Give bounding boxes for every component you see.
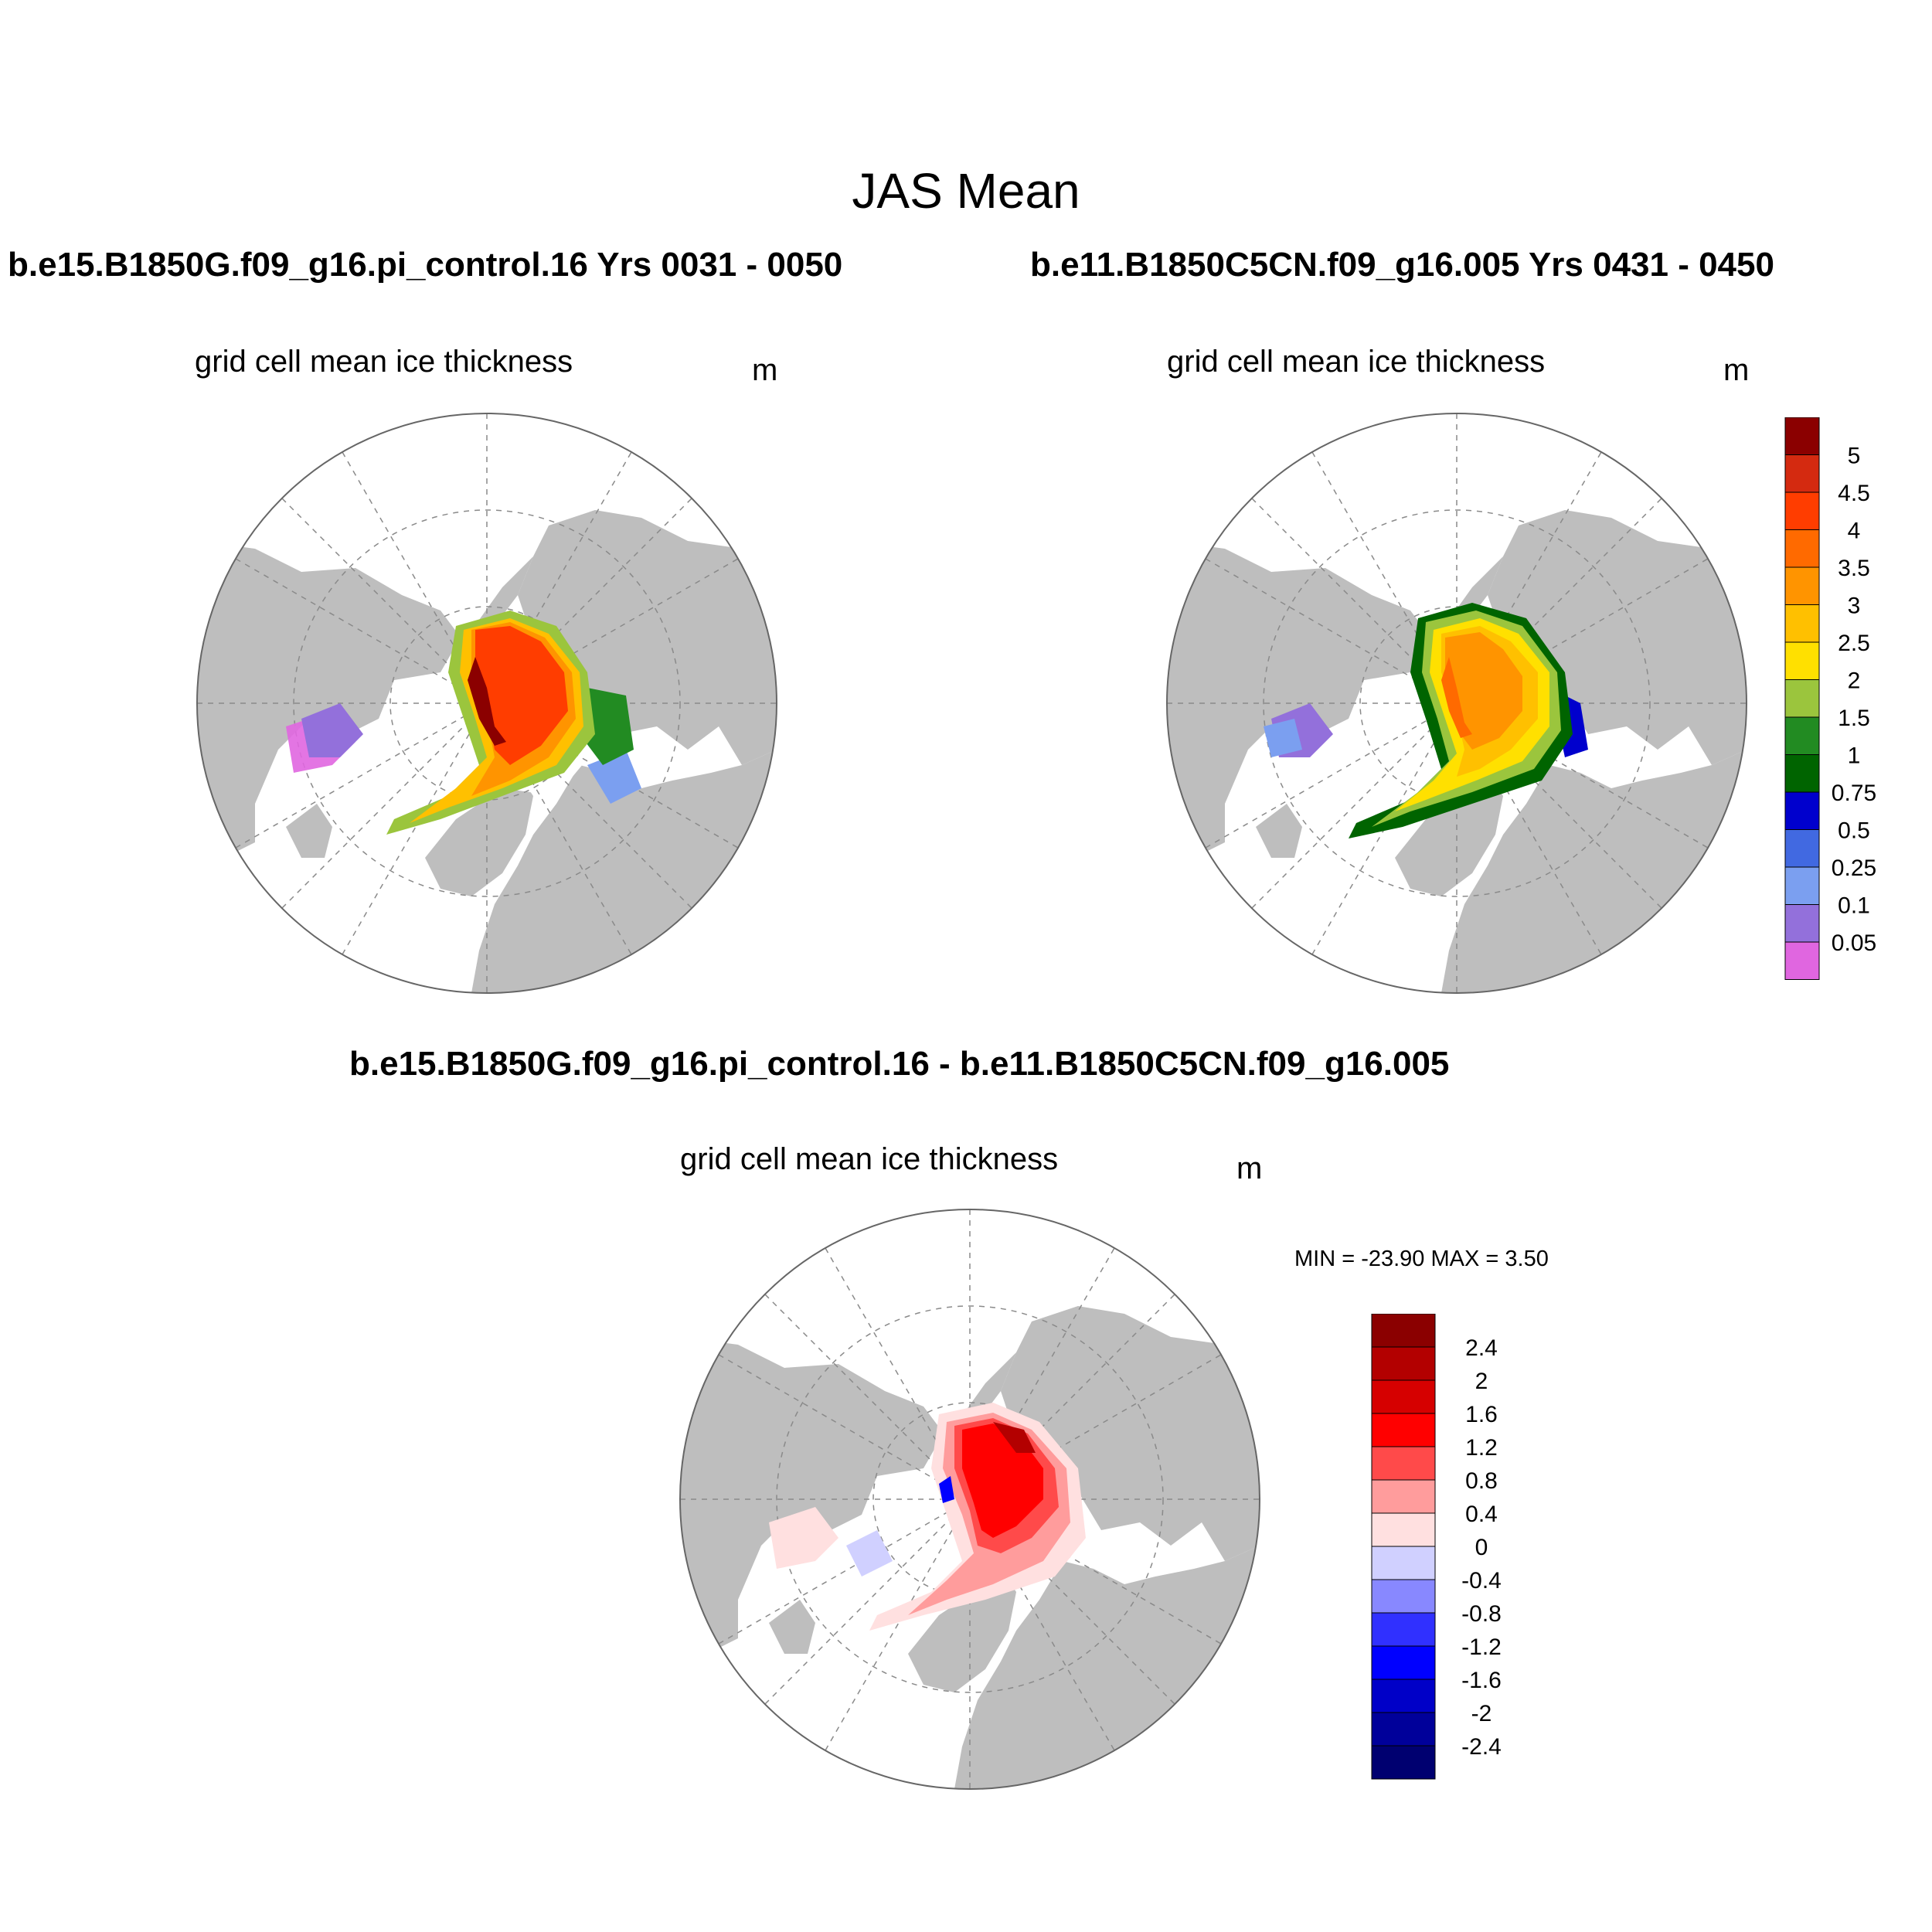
difference-colorbar-box xyxy=(1371,1612,1436,1647)
difference-colorbar-box xyxy=(1371,1645,1436,1680)
thickness-colorbar: 5 4.5 4 3.5 3 2.5 2 1.5 1 0.75 0.5 0.25 0.1 0.05 xyxy=(1784,417,1876,980)
difference-colorbar-label: -0.8 xyxy=(1461,1601,1502,1627)
thickness-colorbar-box xyxy=(1784,829,1820,868)
thickness-colorbar-boxes xyxy=(1784,417,1820,980)
panel3-units: m xyxy=(1236,1151,1263,1185)
difference-colorbar-label: -1.6 xyxy=(1461,1668,1502,1693)
panel1-units: m xyxy=(752,353,778,387)
panel3-variable-title: grid cell mean ice thickness xyxy=(680,1142,1059,1176)
panel2-ice-field xyxy=(1264,603,1588,838)
figure-title: JAS Mean xyxy=(852,163,1080,219)
thickness-colorbar-label: 0.05 xyxy=(1832,930,1876,956)
panel3-case-title: b.e15.B1850G.f09_g16.pi_control.16 - b.e… xyxy=(349,1045,1450,1083)
thickness-colorbar-label: 1.5 xyxy=(1838,706,1870,731)
difference-colorbar-box xyxy=(1371,1413,1436,1447)
thickness-colorbar-box xyxy=(1784,716,1820,755)
difference-colorbar-box xyxy=(1371,1346,1436,1381)
panel3-minmax: MIN = -23.90 MAX = 3.50 xyxy=(1294,1247,1549,1271)
thickness-colorbar-box xyxy=(1784,604,1820,643)
thickness-colorbar-box xyxy=(1784,454,1820,493)
thickness-colorbar-box xyxy=(1784,904,1820,943)
thickness-colorbar-label: 4 xyxy=(1848,519,1861,544)
difference-colorbar-label: 1.2 xyxy=(1465,1435,1498,1461)
thickness-colorbar-box xyxy=(1784,641,1820,680)
difference-colorbar-box xyxy=(1371,1579,1436,1614)
thickness-colorbar-label: 3 xyxy=(1848,594,1861,619)
thickness-colorbar-label: 0.25 xyxy=(1832,855,1876,881)
thickness-colorbar-label: 0.75 xyxy=(1832,781,1876,806)
difference-colorbar-box xyxy=(1371,1379,1436,1414)
difference-colorbar-box xyxy=(1371,1712,1436,1747)
thickness-colorbar-box xyxy=(1784,791,1820,830)
panel3-difference-field xyxy=(769,1403,1086,1631)
thickness-colorbar-label: 4.5 xyxy=(1838,481,1870,506)
thickness-colorbar-label: 0.5 xyxy=(1838,818,1870,844)
difference-colorbar-label: 2.4 xyxy=(1465,1335,1498,1361)
thickness-colorbar-labels: 5 4.5 4 3.5 3 2.5 2 1.5 1 0.75 0.5 0.25 0.1 0.05 xyxy=(1832,444,1876,957)
difference-colorbar-label: -0.4 xyxy=(1461,1568,1502,1594)
difference-colorbar-label: -2.4 xyxy=(1461,1734,1502,1760)
thickness-colorbar-box xyxy=(1784,566,1820,605)
thickness-colorbar-box xyxy=(1784,866,1820,905)
thickness-colorbar-label: 2.5 xyxy=(1838,631,1870,656)
difference-colorbar-box xyxy=(1371,1512,1436,1547)
difference-colorbar-box xyxy=(1371,1314,1436,1348)
thickness-colorbar-box xyxy=(1784,492,1820,530)
thickness-colorbar-label: 5 xyxy=(1848,444,1861,469)
thickness-colorbar-box xyxy=(1784,417,1820,455)
panel2-variable-title: grid cell mean ice thickness xyxy=(1167,345,1546,379)
thickness-colorbar-label: 3.5 xyxy=(1838,556,1870,581)
difference-colorbar-label: 0.8 xyxy=(1465,1468,1498,1494)
thickness-colorbar-box xyxy=(1784,941,1820,980)
difference-colorbar: 2.4 2 1.6 1.2 0.8 0.4 0 -0.4 -0.8 -1.2 -1.6 -2 -2.4 xyxy=(1371,1314,1502,1780)
panel3-map xyxy=(676,1206,1264,1793)
difference-colorbar-label: 0 xyxy=(1475,1535,1488,1560)
difference-colorbar-box xyxy=(1371,1679,1436,1713)
thickness-colorbar-box xyxy=(1784,529,1820,568)
difference-colorbar-box xyxy=(1371,1479,1436,1514)
panel1-ice-field xyxy=(286,611,641,835)
difference-colorbar-label: 0.4 xyxy=(1465,1502,1498,1527)
thickness-colorbar-box xyxy=(1784,679,1820,718)
panel2-map xyxy=(1163,410,1750,997)
panel1-case-title: b.e15.B1850G.f09_g16.pi_control.16 Yrs 0… xyxy=(8,246,843,284)
difference-colorbar-box xyxy=(1371,1745,1436,1780)
panel2-units: m xyxy=(1723,353,1750,387)
panel1-variable-title: grid cell mean ice thickness xyxy=(195,345,573,379)
thickness-colorbar-label: 2 xyxy=(1848,668,1861,694)
panel2-case-title: b.e11.B1850C5CN.f09_g16.005 Yrs 0431 - 0… xyxy=(1030,246,1774,284)
difference-colorbar-box xyxy=(1371,1446,1436,1481)
difference-colorbar-boxes xyxy=(1371,1314,1436,1780)
thickness-colorbar-label: 1 xyxy=(1848,743,1861,769)
thickness-colorbar-box xyxy=(1784,754,1820,793)
difference-colorbar-labels: 2.4 2 1.6 1.2 0.8 0.4 0 -0.4 -0.8 -1.2 -1.6 -2 -2.4 xyxy=(1461,1335,1502,1760)
difference-colorbar-label: 2 xyxy=(1475,1369,1488,1394)
thickness-colorbar-label: 0.1 xyxy=(1838,893,1870,919)
difference-colorbar-label: -1.2 xyxy=(1461,1634,1502,1660)
difference-colorbar-label: -2 xyxy=(1471,1701,1492,1726)
difference-colorbar-box xyxy=(1371,1546,1436,1580)
panel1-map xyxy=(193,410,781,997)
difference-colorbar-label: 1.6 xyxy=(1465,1402,1498,1427)
